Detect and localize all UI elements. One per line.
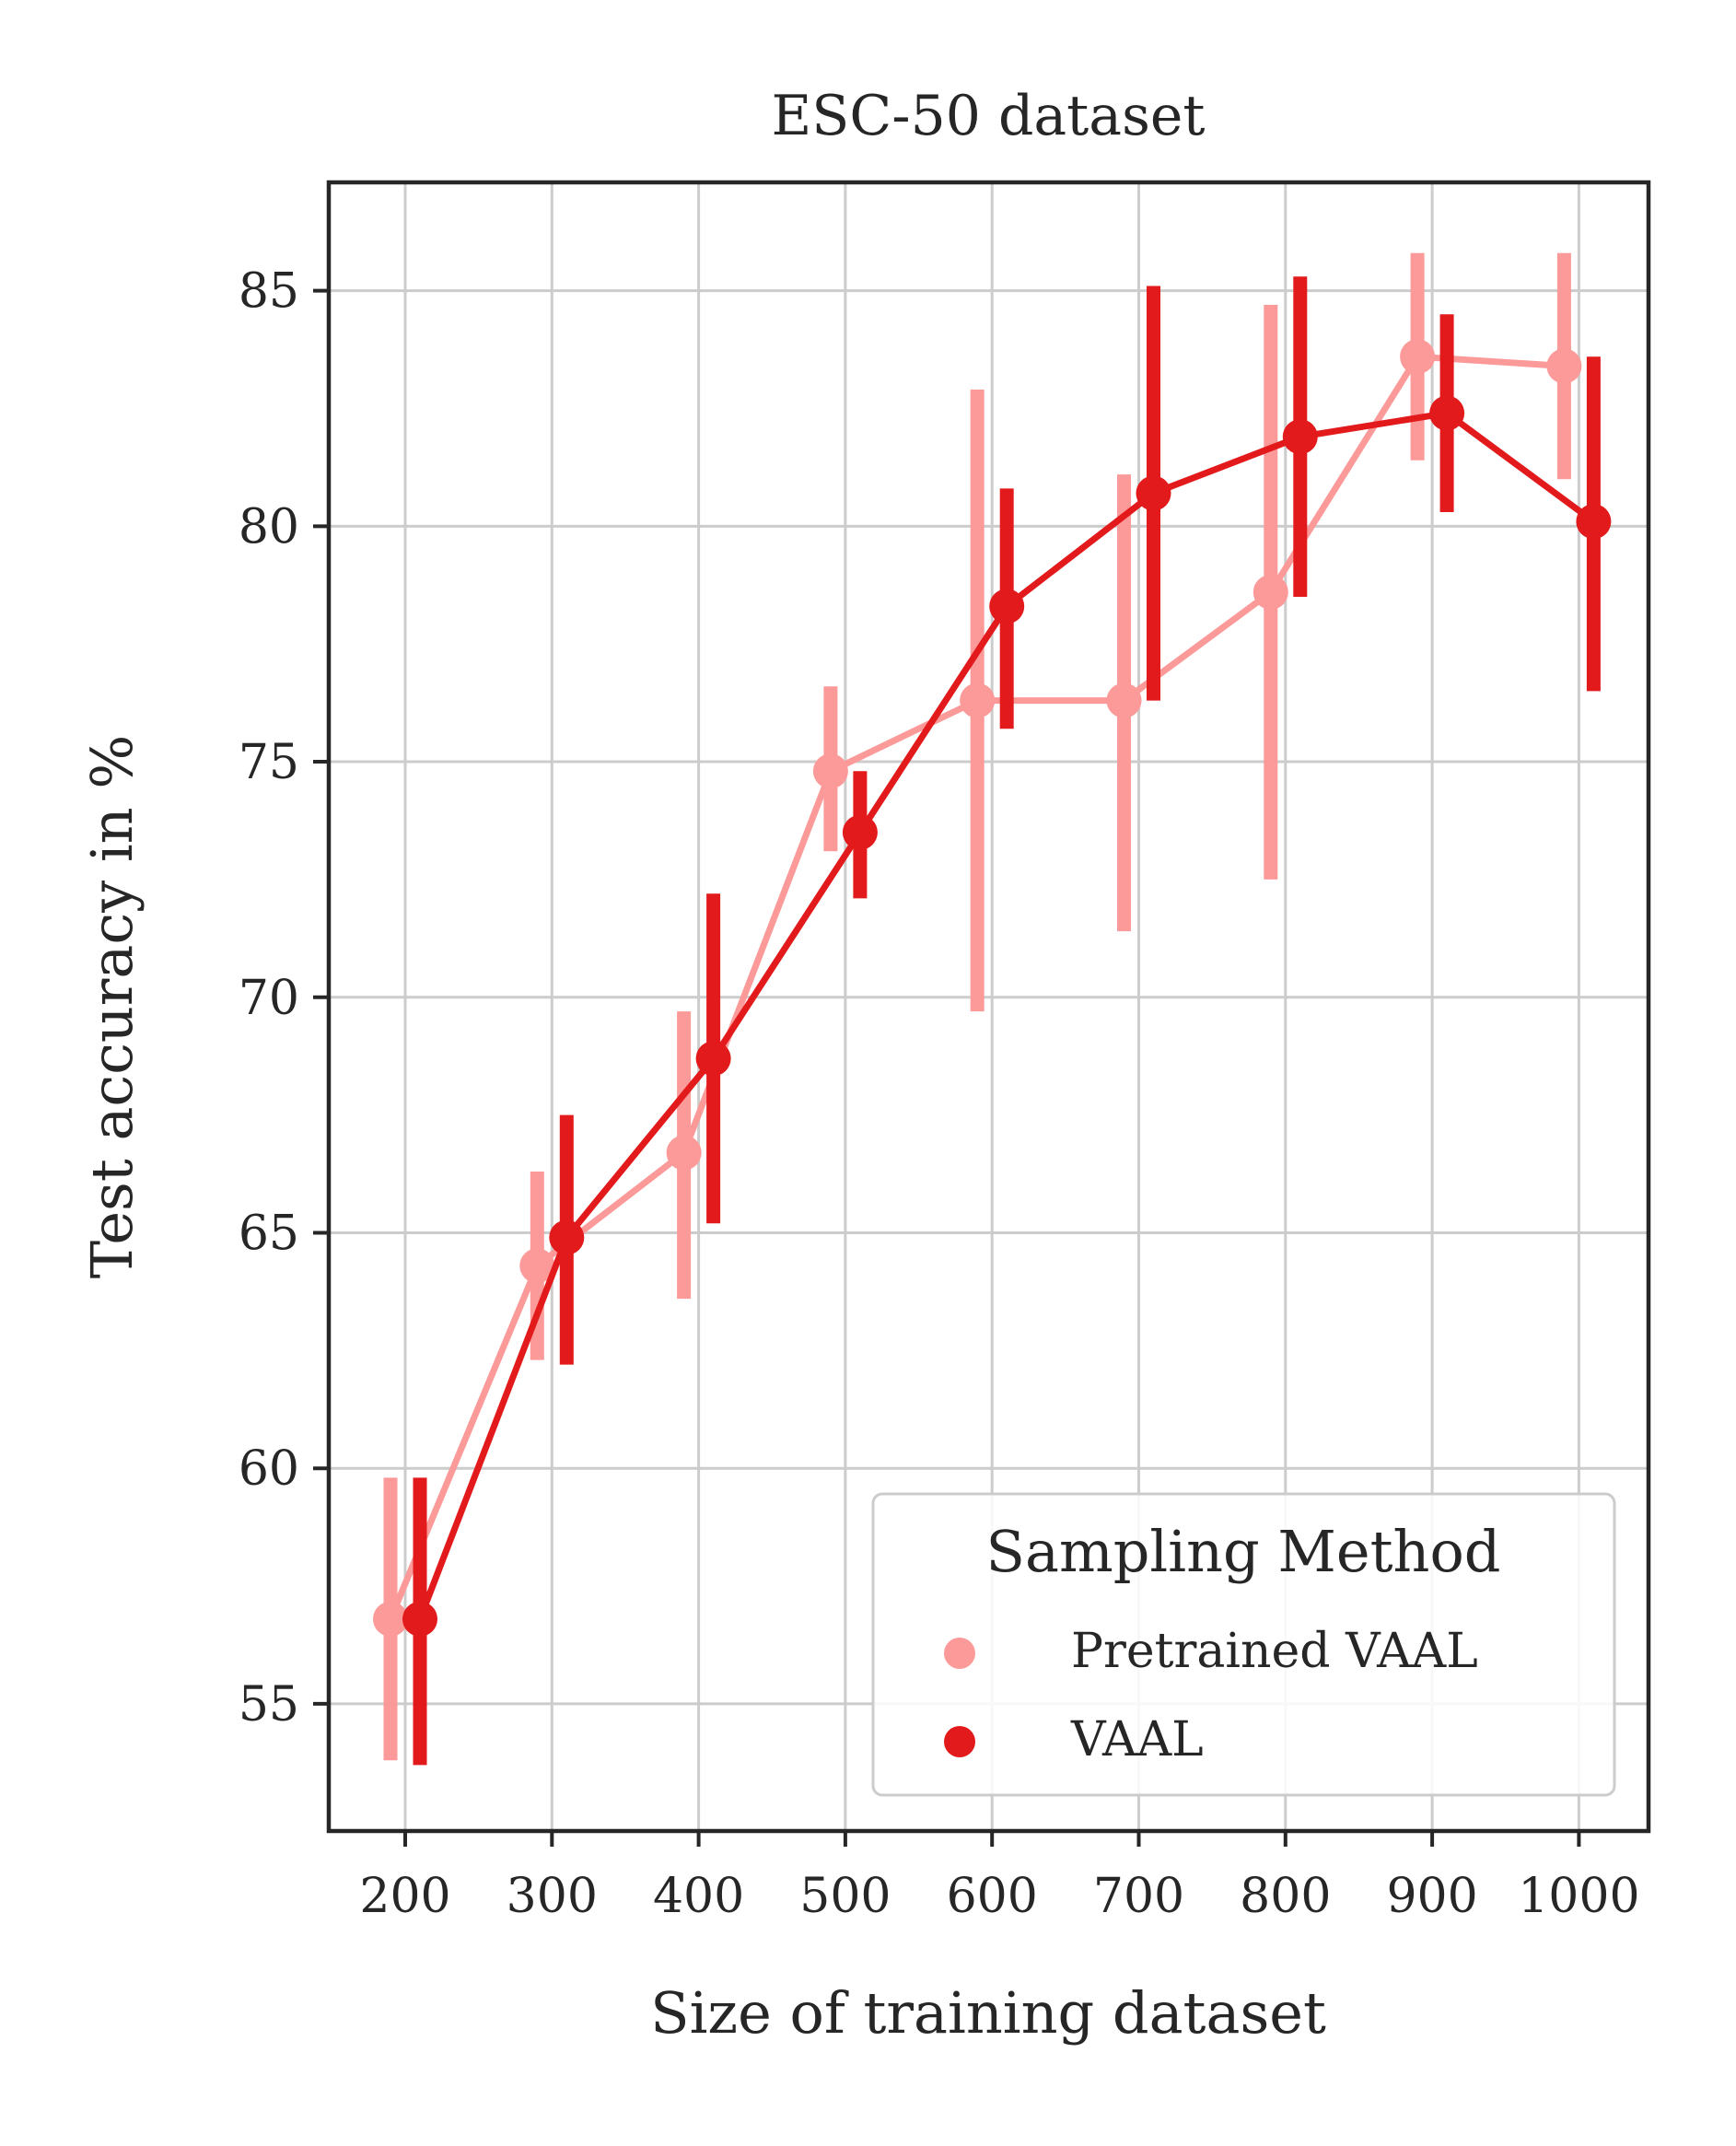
data-point [373, 1601, 408, 1637]
data-point [1576, 504, 1612, 540]
y-tick-label: 70 [239, 971, 299, 1026]
ticks: 200 300 400 500 600 700 800 900 1000 55 60 65 70 75 80… [239, 264, 1640, 1924]
y-tick-label: 65 [239, 1206, 299, 1261]
x-tick-label: 900 [1386, 1869, 1477, 1924]
data-point [1400, 339, 1436, 375]
data-point [989, 589, 1025, 624]
data-point [1282, 419, 1318, 455]
data-point [1106, 682, 1142, 718]
data-point [960, 682, 996, 718]
x-tick-label: 800 [1240, 1869, 1331, 1924]
legend-label-vaal: VAAL [1070, 1712, 1204, 1767]
y-tick-label: 85 [239, 264, 299, 320]
data-point [1429, 395, 1465, 431]
data-point [402, 1601, 437, 1637]
data-point [519, 1248, 555, 1284]
series-pretrained-vaal [373, 252, 1582, 1761]
x-axis-label: Size of training dataset [650, 1979, 1326, 2047]
y-axis-label: Test accuracy in % [78, 735, 146, 1278]
x-tick-label: 500 [799, 1869, 891, 1924]
series-vaal [402, 276, 1612, 1766]
x-tick-label: 200 [359, 1869, 450, 1924]
x-tick-label: 1000 [1518, 1869, 1639, 1924]
legend: Sampling Method Pretrained VAAL VAAL [871, 1492, 1616, 1797]
y-tick-label: 75 [239, 735, 299, 790]
x-tick-label: 700 [1093, 1869, 1184, 1924]
chart-title: ESC-50 dataset [772, 84, 1206, 148]
legend-label-pretrained-vaal: Pretrained VAAL [1071, 1624, 1478, 1679]
data-point [812, 753, 848, 789]
legend-title: Sampling Method [986, 1518, 1501, 1585]
x-tick-label: 300 [507, 1869, 598, 1924]
legend-marker-pretrained-vaal [944, 1638, 975, 1669]
series-layer [373, 252, 1612, 1766]
plot-frame [326, 180, 1651, 1834]
legend-marker-vaal [944, 1726, 975, 1757]
x-tick-label: 600 [947, 1869, 1038, 1924]
data-point [842, 814, 878, 850]
data-point [695, 1041, 731, 1077]
grid [329, 182, 1649, 1831]
y-tick-label: 80 [239, 499, 299, 554]
y-tick-label: 55 [239, 1677, 299, 1732]
x-tick-label: 400 [653, 1869, 744, 1924]
y-tick-label: 60 [239, 1441, 299, 1497]
data-point [1252, 574, 1288, 610]
data-point [549, 1219, 585, 1255]
data-point [666, 1135, 702, 1171]
legend-box [871, 1492, 1616, 1797]
data-point [1136, 475, 1171, 511]
data-point [1546, 348, 1582, 384]
